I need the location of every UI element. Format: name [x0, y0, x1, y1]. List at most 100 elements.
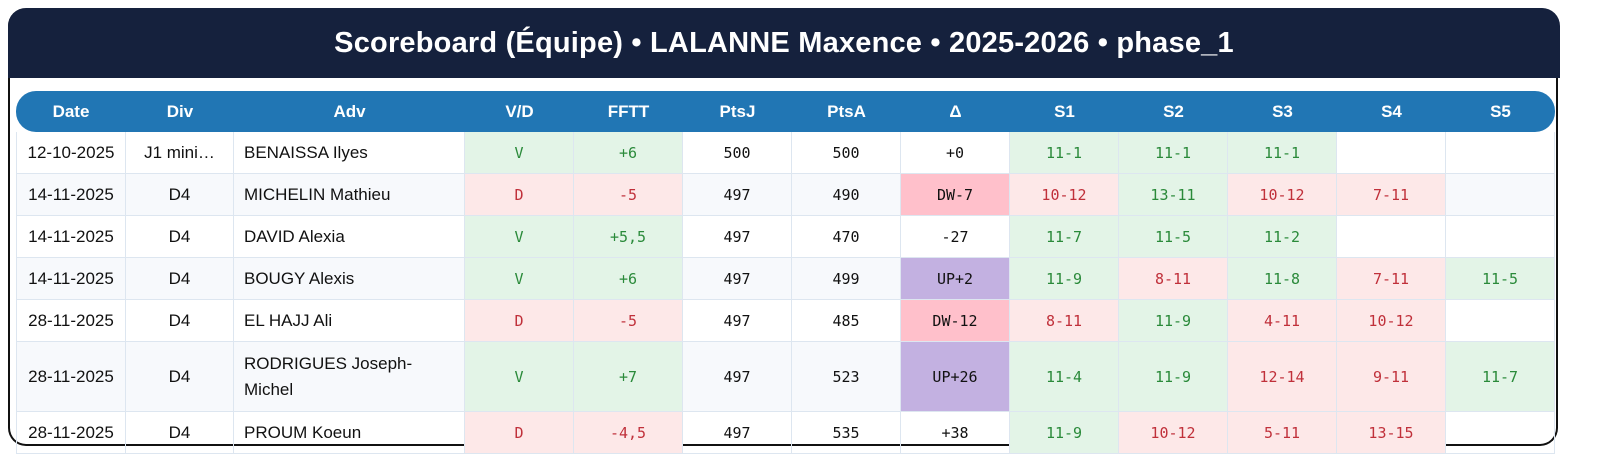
- table-header: Date Div Adv V/D FFTT PtsJ PtsA Δ S1 S2 …: [16, 91, 1555, 132]
- page-title: Scoreboard (Équipe) • LALANNE Maxence • …: [8, 8, 1560, 78]
- delta-cell: UP+26: [901, 342, 1010, 412]
- result-cell: V: [465, 342, 574, 412]
- set-2-cell: 11-1: [1119, 132, 1228, 174]
- fftt-points-cell: +7: [574, 342, 683, 412]
- set-4-cell: 13-15: [1337, 412, 1446, 454]
- date-cell: 14-11-2025: [16, 216, 126, 258]
- column-header-s3[interactable]: S3: [1228, 91, 1337, 132]
- set-3-cell: 11-1: [1228, 132, 1337, 174]
- column-header-s2[interactable]: S2: [1119, 91, 1228, 132]
- opponent-cell: DAVID Alexia: [234, 216, 465, 258]
- fftt-points-cell: +6: [574, 132, 683, 174]
- set-5-cell: 11-7: [1446, 342, 1555, 412]
- column-header-s4[interactable]: S4: [1337, 91, 1446, 132]
- set-5-cell: [1446, 300, 1555, 342]
- opponent-points-cell: 470: [792, 216, 901, 258]
- result-cell: D: [465, 174, 574, 216]
- set-3-cell: 11-2: [1228, 216, 1337, 258]
- set-4-cell: [1337, 132, 1446, 174]
- set-2-cell: 13-11: [1119, 174, 1228, 216]
- table-row: 14-11-2025 D4 DAVID Alexia V +5,5 497 47…: [16, 216, 1555, 258]
- set-5-cell: [1446, 216, 1555, 258]
- column-header-adv[interactable]: Adv: [234, 91, 465, 132]
- set-3-cell: 5-11: [1228, 412, 1337, 454]
- div-cell: D4: [126, 258, 234, 300]
- player-points-cell: 497: [683, 300, 792, 342]
- set-1-cell: 11-9: [1010, 258, 1119, 300]
- set-4-cell: 7-11: [1337, 258, 1446, 300]
- table-row: 28-11-2025 D4 RODRIGUES Joseph-Michel V …: [16, 342, 1555, 412]
- div-cell: J1 mini…: [126, 132, 234, 174]
- set-3-cell: 10-12: [1228, 174, 1337, 216]
- column-header-div[interactable]: Div: [126, 91, 234, 132]
- column-header-fftt[interactable]: FFTT: [574, 91, 683, 132]
- fftt-points-cell: -5: [574, 300, 683, 342]
- date-cell: 14-11-2025: [16, 258, 126, 300]
- result-cell: V: [465, 132, 574, 174]
- player-points-cell: 497: [683, 258, 792, 300]
- delta-cell: DW-7: [901, 174, 1010, 216]
- fftt-points-cell: -4,5: [574, 412, 683, 454]
- column-header-ptsj[interactable]: PtsJ: [683, 91, 792, 132]
- opponent-cell: RODRIGUES Joseph-Michel: [234, 342, 465, 412]
- div-cell: D4: [126, 216, 234, 258]
- div-cell: D4: [126, 342, 234, 412]
- delta-cell: UP+2: [901, 258, 1010, 300]
- set-2-cell: 11-9: [1119, 300, 1228, 342]
- opponent-points-cell: 490: [792, 174, 901, 216]
- column-header-delta[interactable]: Δ: [901, 91, 1010, 132]
- set-1-cell: 11-4: [1010, 342, 1119, 412]
- date-cell: 28-11-2025: [16, 300, 126, 342]
- fftt-points-cell: -5: [574, 174, 683, 216]
- opponent-points-cell: 523: [792, 342, 901, 412]
- result-cell: V: [465, 216, 574, 258]
- set-3-cell: 4-11: [1228, 300, 1337, 342]
- table-row: 12-10-2025 J1 mini… BENAISSA Ilyes V +6 …: [16, 132, 1555, 174]
- column-header-s1[interactable]: S1: [1010, 91, 1119, 132]
- result-cell: V: [465, 258, 574, 300]
- player-points-cell: 500: [683, 132, 792, 174]
- table-row: 14-11-2025 D4 MICHELIN Mathieu D -5 497 …: [16, 174, 1555, 216]
- player-points-cell: 497: [683, 342, 792, 412]
- delta-cell: DW-12: [901, 300, 1010, 342]
- fftt-points-cell: +5,5: [574, 216, 683, 258]
- delta-cell: +38: [901, 412, 1010, 454]
- set-4-cell: 7-11: [1337, 174, 1446, 216]
- date-cell: 12-10-2025: [16, 132, 126, 174]
- column-header-vd[interactable]: V/D: [465, 91, 574, 132]
- delta-cell: -27: [901, 216, 1010, 258]
- result-cell: D: [465, 412, 574, 454]
- set-1-cell: 8-11: [1010, 300, 1119, 342]
- column-header-ptsa[interactable]: PtsA: [792, 91, 901, 132]
- set-1-cell: 11-9: [1010, 412, 1119, 454]
- fftt-points-cell: +6: [574, 258, 683, 300]
- date-cell: 28-11-2025: [16, 412, 126, 454]
- opponent-points-cell: 535: [792, 412, 901, 454]
- opponent-cell: BENAISSA Ilyes: [234, 132, 465, 174]
- set-5-cell: [1446, 412, 1555, 454]
- table-row: 14-11-2025 D4 BOUGY Alexis V +6 497 499 …: [16, 258, 1555, 300]
- set-2-cell: 10-12: [1119, 412, 1228, 454]
- set-2-cell: 11-9: [1119, 342, 1228, 412]
- set-4-cell: 10-12: [1337, 300, 1446, 342]
- player-points-cell: 497: [683, 216, 792, 258]
- set-1-cell: 10-12: [1010, 174, 1119, 216]
- result-cell: D: [465, 300, 574, 342]
- opponent-points-cell: 485: [792, 300, 901, 342]
- player-points-cell: 497: [683, 412, 792, 454]
- set-4-cell: 9-11: [1337, 342, 1446, 412]
- set-2-cell: 8-11: [1119, 258, 1228, 300]
- opponent-cell: MICHELIN Mathieu: [234, 174, 465, 216]
- set-4-cell: [1337, 216, 1446, 258]
- column-header-date[interactable]: Date: [16, 91, 126, 132]
- div-cell: D4: [126, 174, 234, 216]
- column-header-s5[interactable]: S5: [1446, 91, 1555, 132]
- opponent-points-cell: 500: [792, 132, 901, 174]
- set-5-cell: 11-5: [1446, 258, 1555, 300]
- opponent-cell: EL HAJJ Ali: [234, 300, 465, 342]
- set-5-cell: [1446, 174, 1555, 216]
- div-cell: D4: [126, 412, 234, 454]
- opponent-points-cell: 499: [792, 258, 901, 300]
- date-cell: 28-11-2025: [16, 342, 126, 412]
- set-3-cell: 12-14: [1228, 342, 1337, 412]
